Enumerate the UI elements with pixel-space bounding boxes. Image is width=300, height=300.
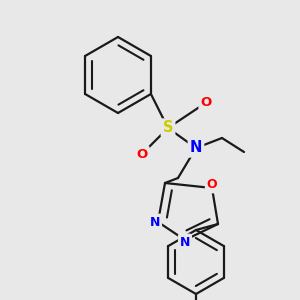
- Text: S: S: [163, 121, 173, 136]
- Text: O: O: [136, 148, 148, 160]
- Text: N: N: [150, 215, 160, 229]
- Text: O: O: [200, 95, 211, 109]
- Text: N: N: [190, 140, 202, 155]
- Text: O: O: [207, 178, 217, 191]
- Text: N: N: [180, 236, 190, 248]
